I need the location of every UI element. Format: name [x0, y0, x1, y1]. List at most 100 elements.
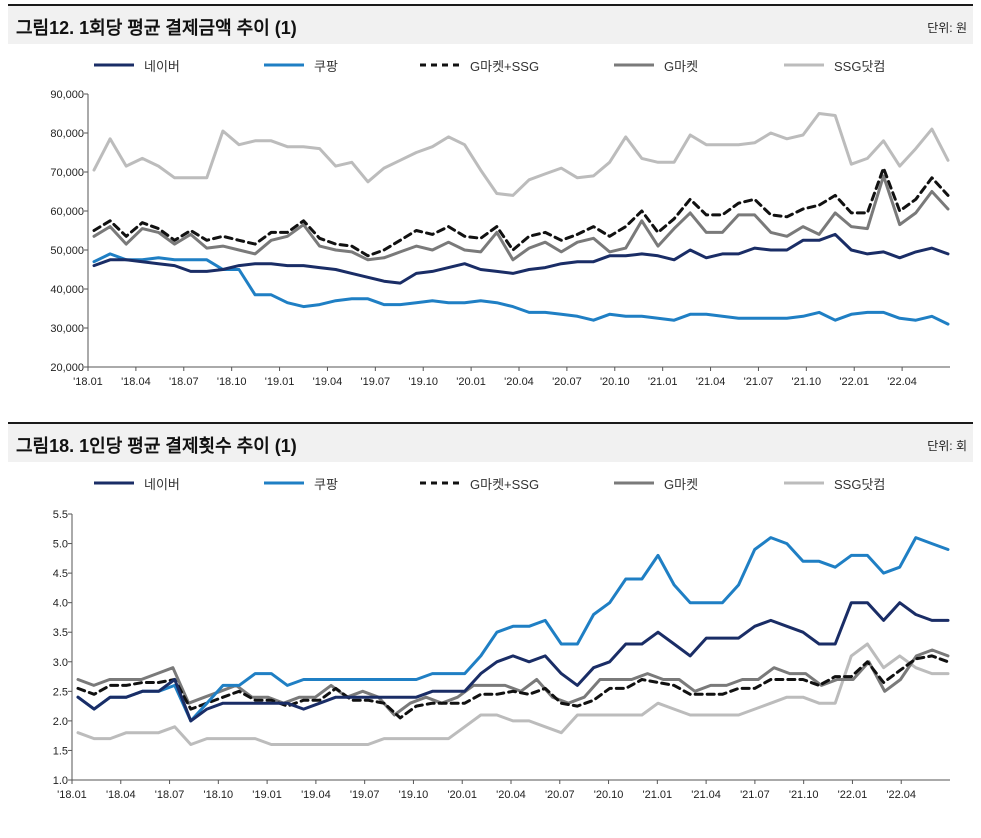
- y-tick-label: 1.5: [53, 745, 68, 757]
- legend-swatch: [94, 481, 134, 485]
- series-line: [92, 232, 950, 285]
- unit-label: 단위: 회: [927, 439, 967, 453]
- legend-swatch: [420, 481, 460, 485]
- legend-item: 네이버: [92, 54, 180, 76]
- y-tick-label: 30,000: [50, 323, 84, 335]
- y-tick-label: 3.5: [53, 627, 68, 639]
- x-tick-label: '20.01: [456, 376, 486, 388]
- x-tick-label: '20.04: [496, 789, 526, 801]
- x-tick-label: '18.10: [217, 376, 247, 388]
- legend-item: 네이버: [92, 472, 180, 494]
- x-tick-label: '21.07: [740, 789, 770, 801]
- legend-swatch: [614, 63, 654, 67]
- legend-label: 네이버: [144, 476, 180, 492]
- x-tick-label: '20.10: [600, 376, 630, 388]
- legend-label: 쿠팡: [314, 58, 338, 74]
- panel-header: 그림12. 1회당 평균 결제금액 추이 (1) 단위: 원: [8, 4, 973, 44]
- x-tick-label: '20.07: [545, 789, 575, 801]
- y-tick-label: 5.0: [53, 539, 68, 551]
- series-line: [76, 536, 950, 723]
- y-tick-label: 80,000: [50, 128, 84, 140]
- series-line: [76, 601, 950, 723]
- y-tick-label: 2.0: [53, 716, 68, 728]
- x-tick-label: '21.01: [643, 789, 673, 801]
- legend-swatch: [264, 481, 304, 485]
- legend-item: G마켓: [612, 54, 698, 76]
- x-tick-label: '19.07: [361, 376, 391, 388]
- x-tick-label: '21.04: [691, 789, 721, 801]
- legend-swatch: [94, 63, 134, 67]
- x-tick-label: '18.07: [169, 376, 199, 388]
- x-tick-label: '19.04: [301, 789, 331, 801]
- legend-label: G마켓: [664, 58, 699, 74]
- x-tick-label: '18.01: [57, 789, 87, 801]
- series-line: [76, 642, 950, 746]
- legend-swatch: [784, 481, 824, 485]
- x-tick-label: '18.04: [106, 789, 136, 801]
- y-tick-label: 3.0: [53, 657, 68, 669]
- y-tick-label: 50,000: [50, 245, 84, 257]
- x-tick-label: '18.01: [73, 376, 103, 388]
- y-tick-label: 2.5: [53, 686, 68, 698]
- chart-title: 그림12. 1회당 평균 결제금액 추이 (1): [16, 18, 297, 38]
- legend-item: G마켓+SSG: [418, 54, 539, 76]
- legend-label: SSG닷컴: [834, 476, 886, 492]
- panel-header: 그림18. 1인당 평균 결제횟수 추이 (1) 단위: 회: [8, 422, 973, 462]
- x-tick-label: '21.10: [792, 376, 822, 388]
- y-tick-label: 20,000: [50, 362, 84, 374]
- series-line: [76, 654, 950, 720]
- x-tick-label: '20.04: [504, 376, 534, 388]
- legend-item: G마켓+SSG: [418, 472, 539, 494]
- panel-avg-payment-amount: 그림12. 1회당 평균 결제금액 추이 (1) 단위: 원 네이버 쿠팡 G마켓+…: [0, 0, 981, 410]
- x-tick-label: '21.01: [648, 376, 678, 388]
- chart-title: 그림18. 1인당 평균 결제횟수 추이 (1): [16, 436, 297, 456]
- y-tick-label: 5.5: [53, 509, 68, 521]
- legend-item: SSG닷컴: [782, 54, 885, 76]
- legend-label: 쿠팡: [314, 476, 338, 492]
- x-tick-label: '21.10: [789, 789, 819, 801]
- x-tick-label: '20.01: [447, 789, 477, 801]
- line-chart: 5.5 5.0 4.5 4.0 3.5 3.0 2.5 2.0 1.5 1.0 '18.01 '18.…: [53, 509, 950, 801]
- series-line: [92, 112, 950, 197]
- x-tick-label: '18.04: [121, 376, 151, 388]
- y-tick-label: 70,000: [50, 167, 84, 179]
- x-tick-label: '22.04: [886, 789, 916, 801]
- x-tick-label: '21.04: [696, 376, 726, 388]
- legend-label: G마켓: [664, 476, 699, 492]
- y-tick-label: 1.0: [53, 775, 68, 787]
- x-tick-label: '19.10: [399, 789, 429, 801]
- legend-item: 쿠팡: [262, 54, 338, 76]
- x-tick-label: '19.01: [265, 376, 295, 388]
- legend-item: SSG닷컴: [782, 472, 885, 494]
- legend-label: G마켓+SSG: [470, 58, 540, 74]
- chart-legend: 네이버 쿠팡 G마켓+SSG G마켓 SSG닷컴: [0, 472, 981, 494]
- y-tick-label: 4.0: [53, 598, 68, 610]
- x-tick-label: '22.01: [838, 789, 868, 801]
- unit-label: 단위: 원: [927, 21, 967, 35]
- legend-swatch: [784, 63, 824, 67]
- legend-swatch: [264, 63, 304, 67]
- x-tick-label: '20.07: [552, 376, 582, 388]
- series-line: [92, 252, 950, 326]
- x-tick-label: '19.10: [408, 376, 438, 388]
- x-tick-label: '21.07: [744, 376, 774, 388]
- x-tick-label: '18.07: [155, 789, 185, 801]
- legend-item: 쿠팡: [262, 472, 338, 494]
- panel-avg-payment-count: 그림18. 1인당 평균 결제횟수 추이 (1) 단위: 회 네이버 쿠팡 G마켓+…: [0, 418, 981, 838]
- series-line: [92, 166, 950, 258]
- legend-label: SSG닷컴: [834, 58, 886, 74]
- x-tick-label: '19.07: [350, 789, 380, 801]
- x-tick-label: '22.04: [887, 376, 917, 388]
- y-tick-label: 60,000: [50, 206, 84, 218]
- line-chart: 90,000 80,000 70,000 60,000 50,000 40,000 30,0…: [50, 89, 950, 388]
- series-line: [76, 648, 950, 717]
- x-tick-label: '19.01: [252, 789, 282, 801]
- x-tick-label: '19.04: [313, 376, 343, 388]
- y-tick-label: 4.5: [53, 568, 68, 580]
- x-tick-label: '22.01: [839, 376, 869, 388]
- series-line: [92, 174, 950, 262]
- chart-legend: 네이버 쿠팡 G마켓+SSG G마켓 SSG닷컴: [0, 54, 981, 76]
- legend-swatch: [420, 63, 460, 67]
- x-tick-label: '20.10: [594, 789, 624, 801]
- y-tick-label: 90,000: [50, 89, 84, 101]
